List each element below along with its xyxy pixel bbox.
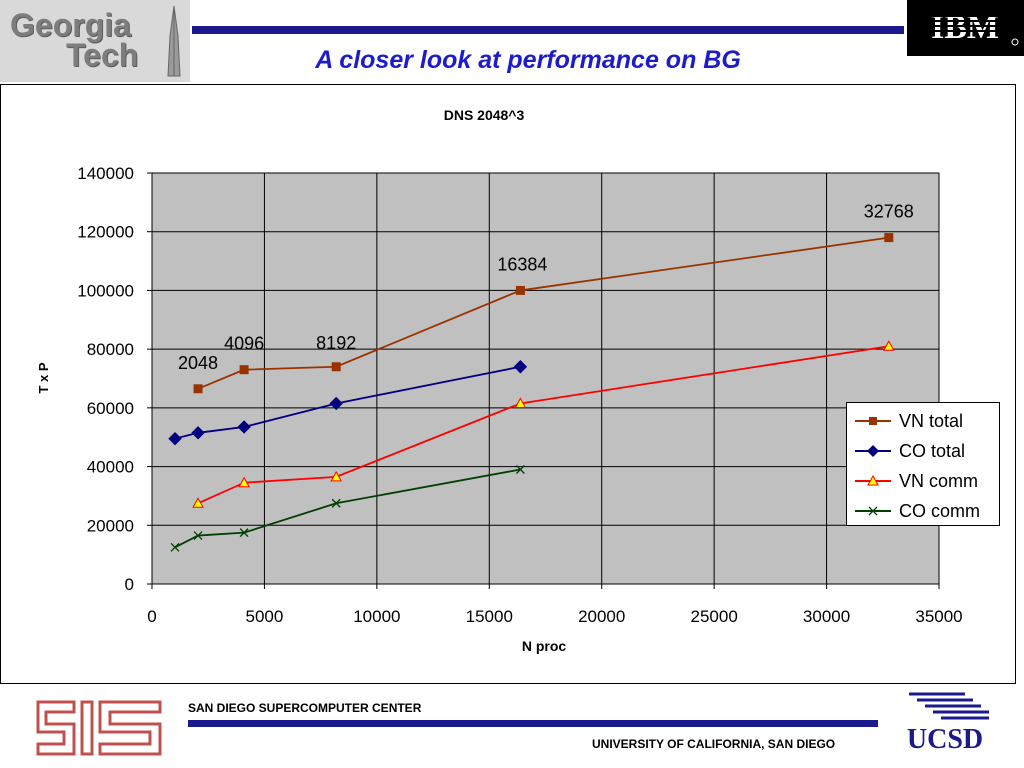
y-tick-label: 100000	[77, 281, 134, 300]
y-tick-label: 0	[125, 575, 134, 594]
y-tick-label: 60000	[87, 399, 134, 418]
x-tick-label: 0	[147, 607, 156, 626]
footer-center-name: SAN DIEGO SUPERCOMPUTER CENTER	[188, 701, 422, 715]
data-point	[514, 397, 527, 408]
x-tick-label: 25000	[691, 607, 738, 626]
chart-title: DNS 2048^3	[444, 107, 525, 123]
data-label: 4096	[224, 334, 264, 354]
legend-item: CO comm	[847, 497, 999, 525]
ibm-logo: IBM	[907, 0, 1024, 56]
georgia-tech-logo-text: Georgia Tech	[10, 7, 139, 73]
legend-item: VN comm	[847, 467, 999, 495]
legend-marker	[868, 506, 878, 516]
tower-icon	[167, 6, 181, 77]
plot-area	[151, 172, 940, 585]
x-tick-label: 20000	[578, 607, 625, 626]
legend-item: VN total	[847, 407, 999, 435]
data-label: 16384	[497, 254, 547, 274]
x-axis-title: N proc	[522, 638, 567, 654]
legend-label: CO comm	[899, 501, 980, 521]
slide-title: A closer look at performance on BG	[315, 46, 741, 74]
data-label: 32768	[864, 202, 914, 222]
y-tick-label: 80000	[87, 340, 134, 359]
legend-swatch	[855, 474, 891, 486]
data-point	[168, 431, 182, 446]
x-tick-label: 35000	[915, 607, 962, 626]
data-point	[331, 362, 341, 372]
legend-swatch	[855, 445, 891, 457]
data-point	[191, 426, 205, 440]
legend-swatch	[855, 506, 891, 516]
y-axis-title: T x P	[36, 362, 51, 393]
chart-frame: 0 20000 40000 60000 80000 100000 120000 140000 0…	[0, 84, 1016, 684]
legend-label: CO total	[899, 441, 966, 461]
data-point	[193, 531, 203, 541]
y-tick-label: 40000	[87, 458, 134, 477]
y-tick-label: 140000	[77, 164, 134, 183]
data-label: 8192	[316, 333, 356, 353]
chart: 0 20000 40000 60000 80000 100000 120000 140000 0…	[36, 107, 963, 654]
legend-item: CO total	[847, 437, 999, 465]
y-tick-label: 20000	[87, 516, 134, 535]
legend-label: VN total	[899, 411, 964, 431]
ibm-logo-text: IBM	[931, 9, 999, 46]
legend-label: VN comm	[899, 471, 979, 491]
data-point	[239, 365, 249, 375]
data-point	[329, 396, 343, 411]
data-point	[330, 470, 343, 482]
data-point	[515, 285, 525, 295]
legend-marker	[869, 417, 877, 425]
georgia-tech-logo-line2: Tech	[66, 37, 139, 73]
x-tick-label: 15000	[466, 607, 513, 626]
data-point	[170, 542, 180, 552]
data-point	[192, 497, 204, 508]
legend-swatch	[855, 417, 891, 425]
header-rule	[192, 26, 904, 34]
footer-rule	[188, 720, 878, 727]
data-point	[239, 528, 249, 538]
legend-marker	[867, 445, 879, 457]
footer-university: UNIVERSITY OF CALIFORNIA, SAN DIEGO	[592, 737, 836, 751]
georgia-tech-logo-line1: Georgia	[10, 7, 131, 43]
data-point	[193, 384, 203, 394]
ibm-logo-mark: IBM	[919, 9, 1019, 46]
data-point	[882, 340, 895, 351]
x-tick-label: 30000	[803, 607, 850, 626]
ucsd-logo-text: UCSD	[906, 724, 984, 755]
data-point	[513, 360, 528, 374]
data-point	[238, 476, 250, 488]
data-point	[331, 498, 341, 508]
x-tick-label: 5000	[246, 607, 284, 626]
data-label: 2048	[178, 353, 218, 373]
chart-legend: VN total CO total VN comm CO comm	[846, 402, 1000, 526]
data-point	[884, 233, 894, 243]
ucsd-triton-icon	[909, 692, 989, 720]
data-point	[515, 465, 525, 474]
sdsc-logo	[34, 698, 164, 758]
ucsd-logo: UCSD	[895, 690, 995, 755]
data-point	[237, 420, 251, 434]
y-tick-label: 120000	[77, 223, 134, 242]
georgia-tech-logo: Georgia Tech	[0, 0, 190, 82]
x-tick-label: 10000	[353, 607, 400, 626]
legend-marker	[867, 474, 879, 486]
